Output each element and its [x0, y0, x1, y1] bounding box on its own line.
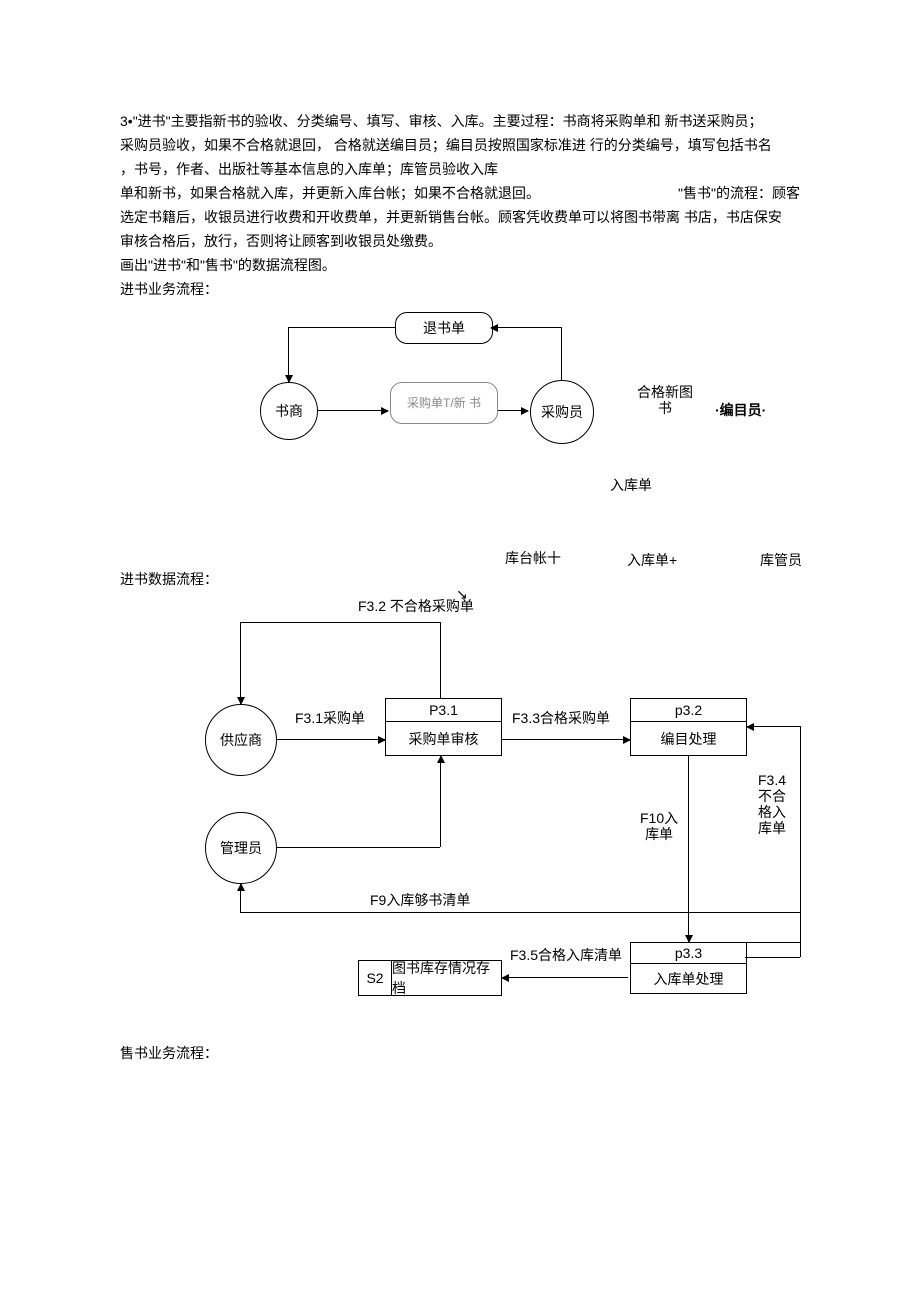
node-purchase-new: 采购单T/新 书	[390, 382, 498, 424]
label-f10: F10入 库单	[640, 810, 678, 842]
label-f34: F3.4 不合 格入 库单	[758, 772, 786, 836]
para-10: 售书业务流程：	[120, 1042, 800, 1064]
diagram-jinshu-data: F3.2 不合格采购单 ↘ 供应商 F3.1采购单 P3.1 采购单审核 F3.…	[120, 592, 800, 1022]
para-3: ，书号，作者、出版社等基本信息的入库单；库管员验收入库	[120, 158, 800, 180]
label-f9: F9入库够书清单	[370, 892, 470, 908]
label-keeper: 库管员	[760, 552, 802, 568]
node-p31: P3.1 采购单审核	[385, 698, 502, 756]
label-f35: F3.5合格入库清单	[510, 947, 622, 963]
para-7: 画出"进书"和"售书"的数据流程图。	[120, 254, 800, 276]
para-6: 审核合格后，放行，否则将让顾客到收银员处缴费。	[120, 230, 800, 252]
node-buyer: 采购员	[530, 380, 594, 444]
node-cataloger: ·编目员·	[715, 402, 766, 418]
node-s2: S2 图书库存情况存档	[358, 960, 502, 996]
diagram-jinshu-flow: 退书单 书商 采购单T/新 书 采购员 合格新图 书 ·编目员· 入库单 库台帐…	[140, 302, 800, 562]
node-p33: p3.3 入库单处理	[630, 942, 747, 994]
label-instock-plus: 入库单+	[627, 552, 677, 568]
para-4b: "售书"的流程：顾客	[678, 182, 800, 204]
label-f33: F3.3合格采购单	[512, 710, 610, 726]
small-arrow-icon: ↘	[456, 586, 468, 602]
para-1: 3•"进书"主要指新书的验收、分类编号、填写、审核、入库。主要过程：书商将采购单…	[120, 110, 800, 132]
label-instock-slip: 入库单	[610, 477, 652, 493]
node-supplier: 供应商	[205, 704, 277, 776]
para-4a: 单和新书，如果合格就入库，并更新入库台帐；如果不合格就退回。	[120, 182, 540, 204]
label-qualified-book: 合格新图 书	[637, 384, 693, 416]
label-f31: F3.1采购单	[295, 710, 365, 726]
node-merchant: 书商	[260, 382, 318, 440]
node-return-slip: 退书单	[395, 312, 493, 344]
para-8: 进书业务流程：	[120, 278, 800, 300]
para-4: 单和新书，如果合格就入库，并更新入库台帐；如果不合格就退回。 "售书"的流程：顾…	[120, 182, 800, 204]
node-admin: 管理员	[205, 812, 277, 884]
node-p32: p3.2 编目处理	[630, 698, 747, 756]
para-5: 选定书籍后，收银员进行收费和开收费单，并更新销售台帐。顾客凭收费单可以将图书带离…	[120, 206, 800, 228]
label-ledger: 库台帐十	[505, 550, 561, 566]
para-2: 采购员验收，如果不合格就退回， 合格就送编目员；编目员按照国家标准进 行的分类编…	[120, 134, 800, 156]
